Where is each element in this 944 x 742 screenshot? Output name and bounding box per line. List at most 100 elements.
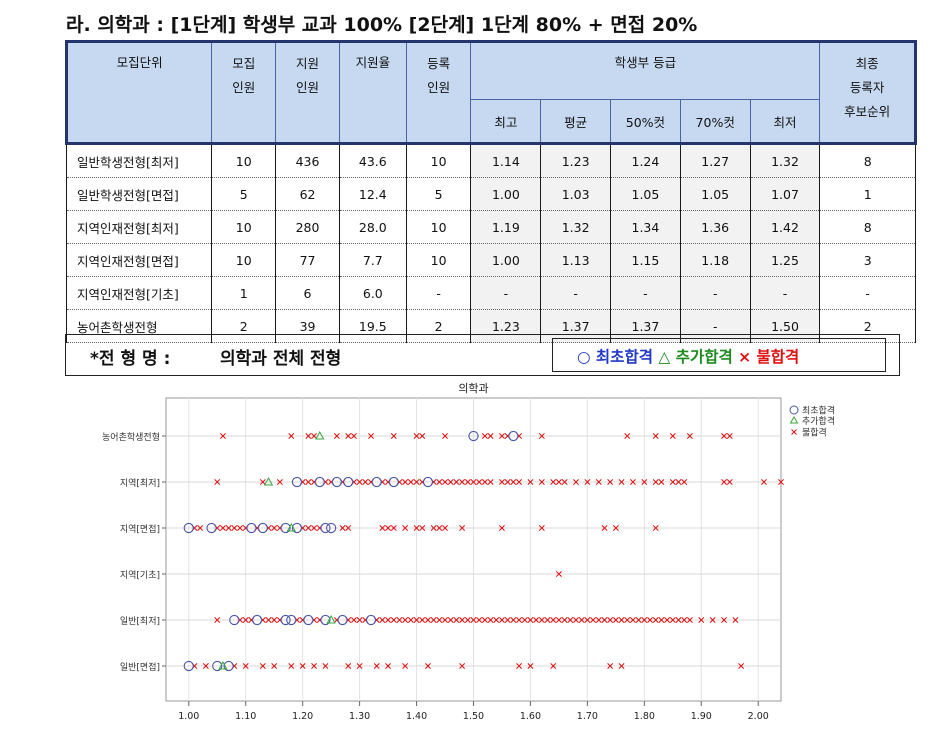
point-fail: [299, 663, 306, 669]
point-fail: [419, 525, 426, 531]
point-fail: [499, 617, 505, 623]
point-fail: [652, 479, 659, 485]
point-first: [422, 476, 434, 488]
point-fail: [459, 525, 466, 531]
point-fail: [550, 617, 557, 623]
point-fail: [396, 617, 403, 623]
point-fail: [271, 663, 278, 669]
y-tick-label: 지역[최저]: [120, 478, 160, 489]
chart-legend-first: 최초합격: [802, 405, 835, 417]
table-row: 지역인재전형[면접] 10 77 7.7 10 1.00 1.13 1.15 1.18 1.25 3: [65, 243, 916, 277]
cell-worst: 1.42: [749, 210, 821, 244]
legend-marker-added: [789, 416, 799, 424]
point-first: [280, 522, 291, 534]
point-fail: [721, 617, 728, 623]
point-fail: [413, 525, 420, 531]
point-first: [337, 614, 348, 626]
point-fail: [521, 617, 528, 623]
point-fail: [350, 617, 357, 623]
point-fail: [499, 433, 505, 439]
point-fail: [214, 617, 221, 623]
point-fail: [436, 479, 443, 485]
point-fail: [413, 617, 420, 623]
cell-applicants: 6: [275, 276, 340, 310]
cell-ratio: 19.5: [338, 309, 407, 343]
point-fail: [202, 663, 209, 669]
point-fail: [675, 617, 682, 623]
point-first: [388, 476, 399, 488]
point-fail: [612, 525, 619, 531]
point-fail: [738, 663, 745, 669]
cell-cut50: 1.37: [610, 309, 681, 343]
point-fail: [265, 617, 272, 623]
cell-unit: 일반학생전형[최저]: [65, 143, 213, 178]
point-fail: [601, 617, 608, 623]
point-first: [371, 476, 382, 488]
point-fail: [447, 617, 454, 623]
point-fail: [721, 479, 728, 485]
cell-ratio: 28.0: [338, 210, 407, 244]
point-fail: [424, 663, 431, 669]
cell-cut50: 1.34: [610, 210, 681, 244]
point-fail: [635, 617, 642, 623]
x-tick-label: 1.50: [463, 711, 484, 722]
cell-best: 1.14: [470, 143, 542, 178]
point-fail: [430, 617, 437, 623]
cell-enrolled: 2: [405, 309, 472, 343]
point-fail: [339, 525, 346, 531]
point-first: [212, 660, 223, 672]
point-fail: [385, 525, 392, 531]
point-fail: [271, 525, 278, 531]
point-fail: [612, 617, 619, 623]
point-fail: [516, 663, 523, 669]
cell-quota: 10: [211, 210, 277, 244]
point-first: [291, 522, 303, 534]
header-grade-best: 최고: [470, 99, 542, 144]
point-fail: [669, 617, 676, 623]
point-first: [291, 476, 303, 488]
point-fail: [345, 433, 352, 439]
chart-title: 의학과: [458, 382, 488, 395]
point-first: [280, 614, 291, 626]
point-added: [286, 522, 296, 532]
point-fail: [675, 479, 682, 485]
point-fail: [219, 525, 226, 531]
point-fail: [231, 525, 238, 531]
point-added: [218, 660, 228, 670]
point-fail: [618, 617, 625, 623]
point-first: [343, 476, 354, 488]
cell-ratio: 6.0: [338, 276, 407, 310]
point-fail: [385, 617, 392, 623]
point-fail: [527, 479, 534, 485]
result-legend-box: ○ 최초합격 △ 추가합격 × 불합격: [552, 338, 886, 372]
cell-worst: 1.32: [749, 143, 821, 178]
point-fail: [402, 663, 409, 669]
header-grade-group: 학생부 등급: [470, 41, 821, 100]
point-fail: [550, 479, 557, 485]
point-first: [365, 614, 377, 626]
point-fail: [573, 479, 579, 485]
cell-final: 8: [819, 143, 916, 178]
point-fail: [442, 617, 448, 623]
point-fail: [538, 617, 545, 623]
x-tick-label: 1.40: [406, 711, 427, 722]
header-applicants: 지원 인원: [275, 41, 340, 144]
point-fail: [487, 617, 494, 623]
point-fail: [419, 433, 426, 439]
legend-first-pass: ○ 최초합격: [577, 348, 653, 366]
cell-cut50: -: [610, 276, 681, 310]
point-fail: [379, 525, 386, 531]
cell-final: -: [819, 276, 916, 310]
admission-type-value: 의학과 전체 전형: [220, 349, 342, 369]
point-fail: [436, 525, 443, 531]
point-fail: [652, 433, 659, 439]
cell-cut70: 1.36: [679, 210, 751, 244]
cell-best: 1.00: [470, 177, 542, 211]
point-fail: [561, 479, 568, 485]
point-fail: [595, 617, 602, 623]
point-fail: [499, 479, 505, 485]
point-fail: [487, 479, 494, 485]
point-fail: [442, 479, 448, 485]
table-row: 지역인재전형[기초] 1 6 6.0- - - - - - -: [65, 276, 916, 310]
point-fail: [407, 617, 414, 623]
